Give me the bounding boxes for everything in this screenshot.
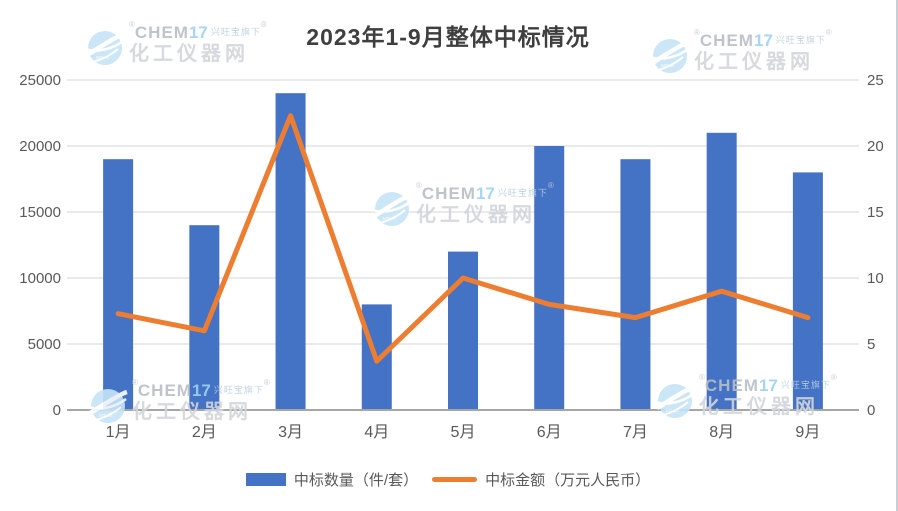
x-axis-label-1月: 1月 (106, 424, 131, 441)
y-axis-left-label: 25000 (19, 72, 61, 89)
y-axis-right-label: 15 (867, 204, 884, 221)
chart-legend: 中标数量（件/套） 中标金额（万元人民币） (0, 464, 896, 494)
x-axis-label-3月: 3月 (278, 424, 303, 441)
y-axis-left-label: 5000 (28, 336, 61, 353)
bar-2月 (189, 225, 220, 410)
x-axis-label-6月: 6月 (537, 424, 562, 441)
bar-8月 (706, 132, 737, 411)
line-series-label: 中标金额（万元人民币） (485, 471, 651, 489)
bar-7月 (620, 159, 651, 410)
legend-item-line-series: 中标金额（万元人民币） (432, 469, 650, 490)
y-axis-left-label: 20000 (19, 138, 61, 155)
y-axis-left-label: 15000 (19, 204, 61, 221)
x-axis-label-7月: 7月 (623, 424, 648, 441)
line-series-swatch (432, 476, 478, 482)
trend-line (115, 113, 811, 364)
bar-series-label: 中标数量（件/套） (293, 471, 419, 489)
y-axis-right-label: 5 (867, 336, 875, 353)
bar-1月 (103, 159, 134, 410)
legend-item-bar-series: 中标数量（件/套） (245, 469, 419, 490)
y-axis-right-label: 0 (867, 402, 875, 419)
x-axis-label-9月: 9月 (795, 424, 820, 441)
y-axis-right-label: 10 (867, 270, 884, 287)
bar-9月 (792, 172, 823, 410)
y-axis-left-label: 0 (53, 402, 61, 419)
bar-6月 (534, 146, 565, 410)
y-axis-right-label: 25 (867, 72, 884, 89)
combo-chart-plot: 0 0 5000 5 10000 10 15000 15 20000 20 25000 25 1月 2月 3… (19, 72, 884, 441)
bar-5月 (448, 251, 478, 410)
y-axis-right-label: 20 (867, 138, 884, 155)
x-axis-label-5月: 5月 (451, 424, 476, 441)
x-axis-label-8月: 8月 (709, 424, 734, 441)
x-axis-label-2月: 2月 (192, 424, 217, 441)
chart-title: 2023年1-9月整体中标情况 (306, 24, 590, 50)
x-axis-label-4月: 4月 (364, 424, 389, 441)
y-axis-left-label: 10000 (19, 270, 61, 287)
bar-series-swatch (245, 472, 286, 486)
